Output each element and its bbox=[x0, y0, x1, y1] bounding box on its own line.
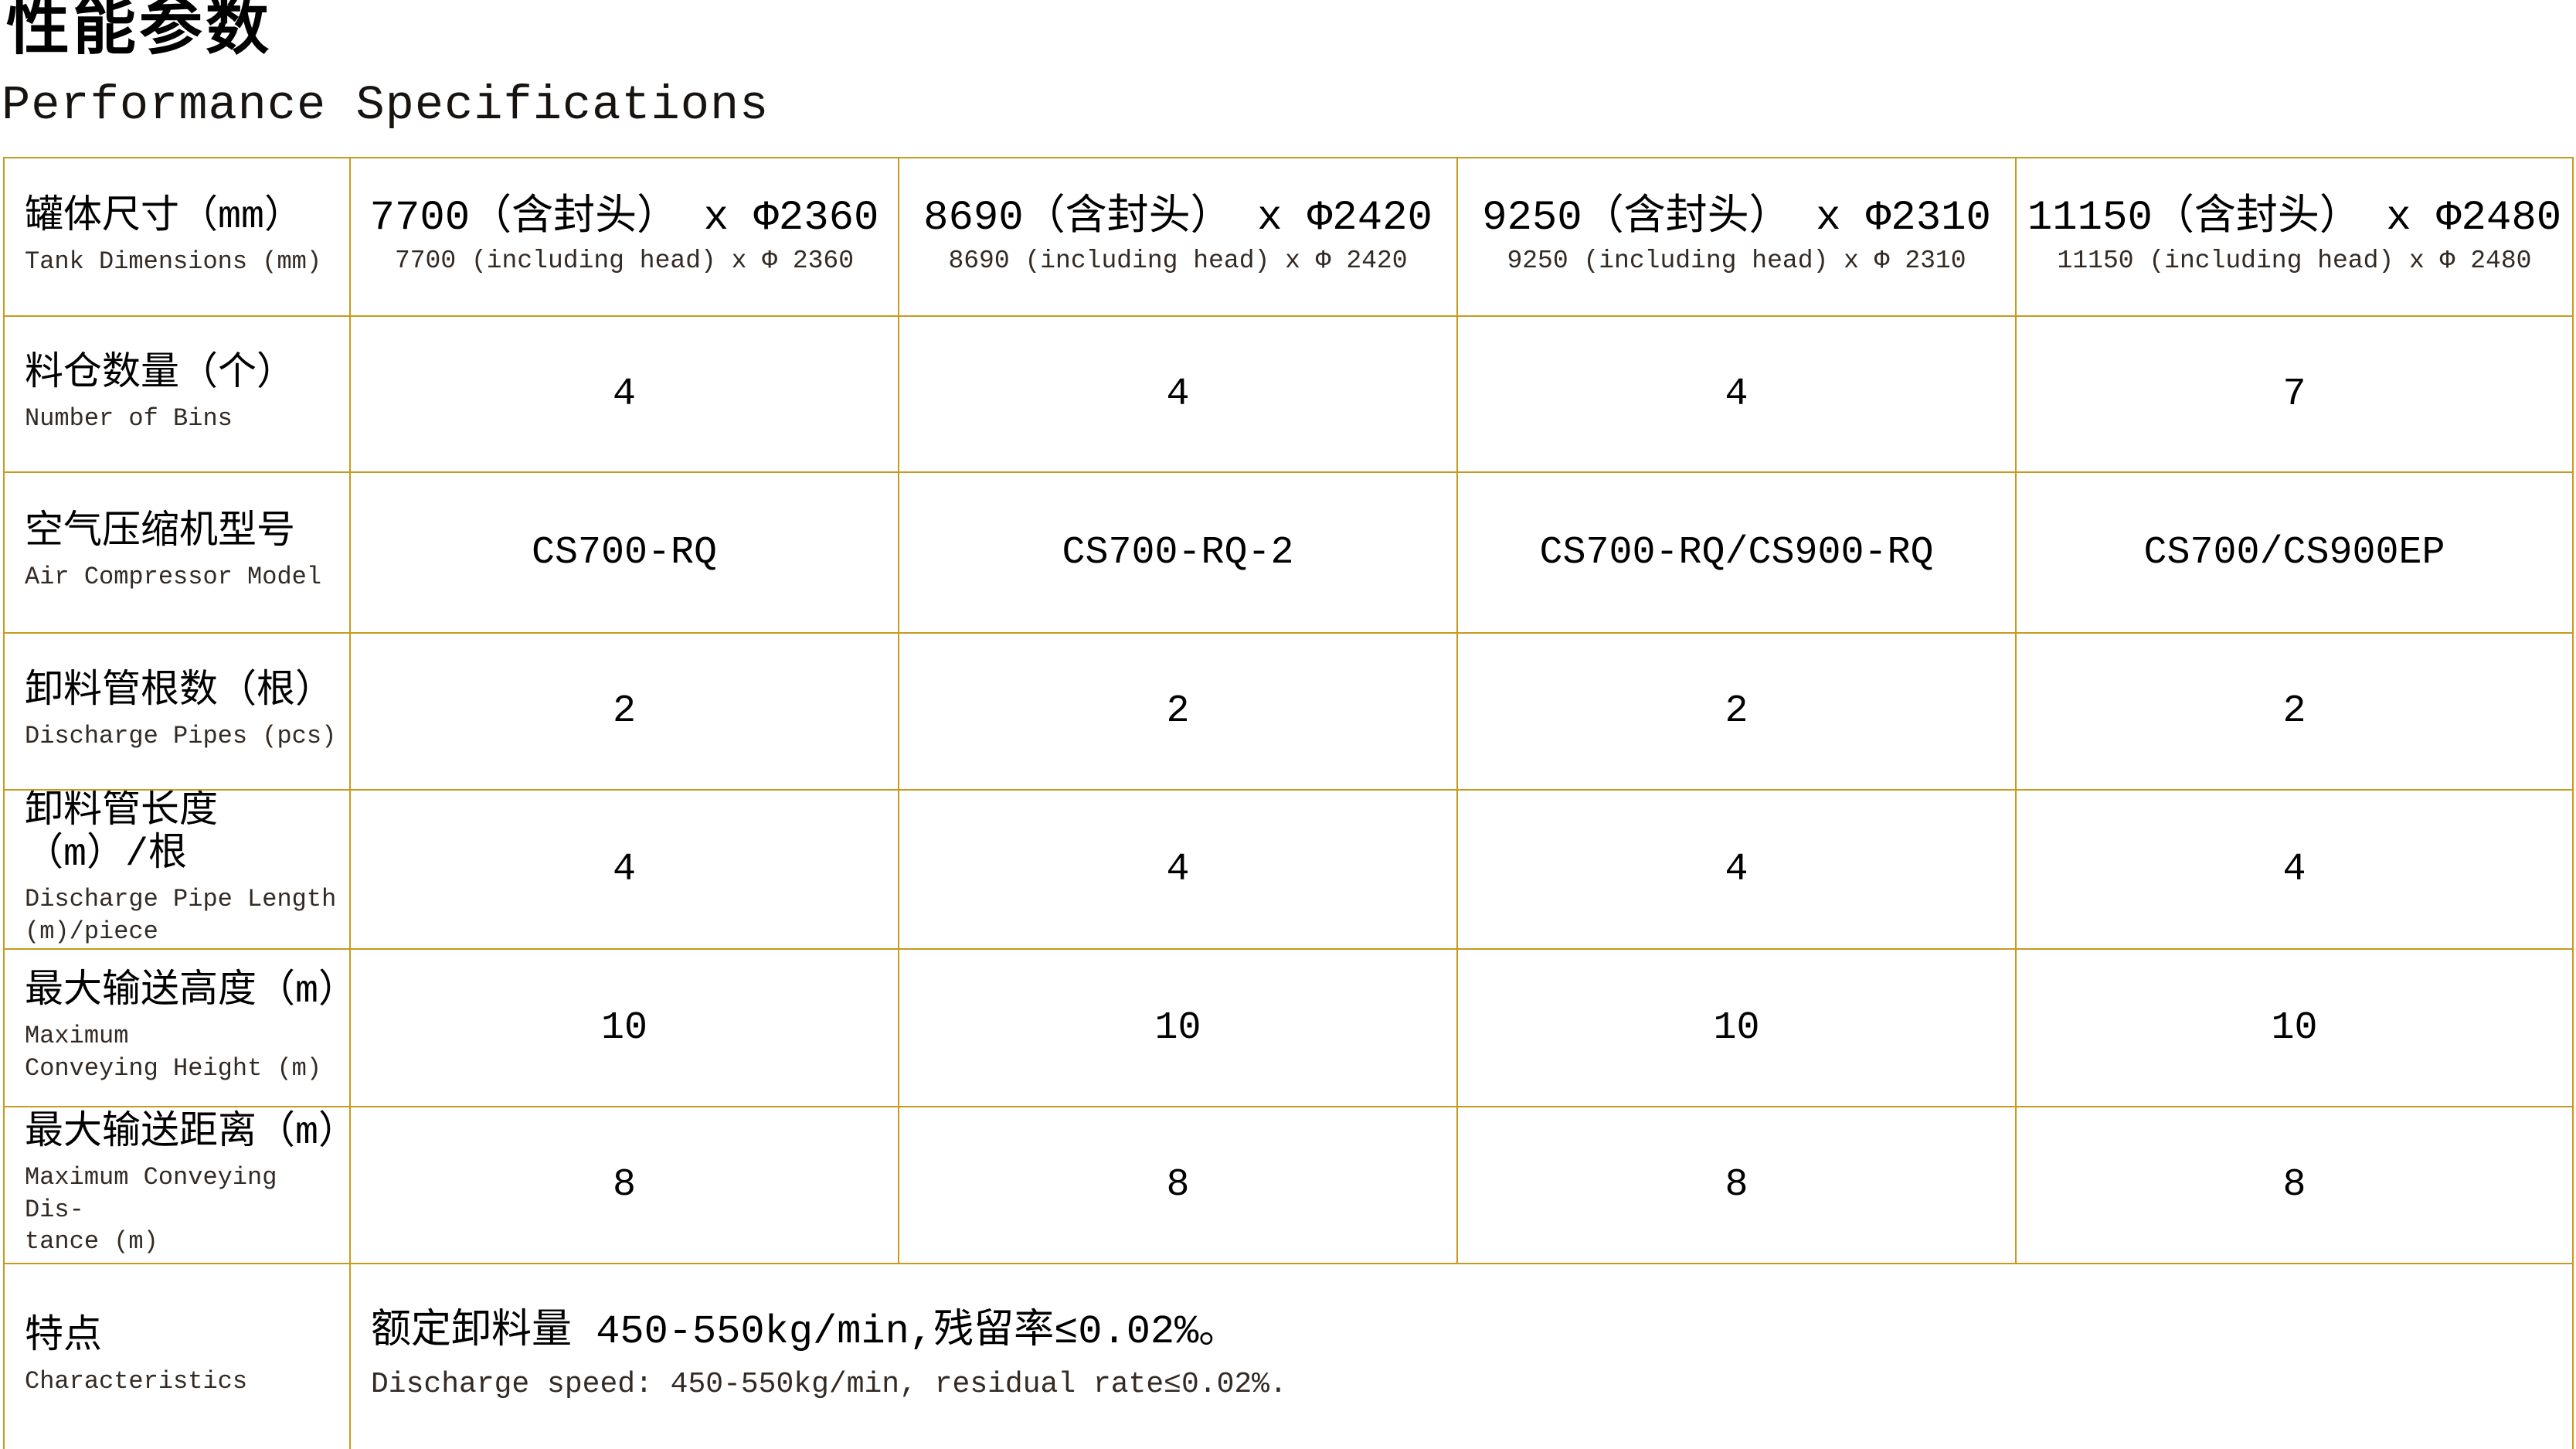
cell-cn-text: 8690（含封头） x Φ2420 bbox=[923, 195, 1432, 243]
label-en-text: Characteristics bbox=[25, 1366, 248, 1396]
label-en-text: Discharge Pipe Length (m)/piece bbox=[25, 885, 337, 946]
tank-dimensions-model-1: 7700（含封头） x Φ2360 7700 (including head) … bbox=[351, 158, 899, 317]
pipe-length-model-2: 4 bbox=[899, 791, 1458, 950]
cell-value: 8 bbox=[1725, 1163, 1748, 1207]
cell-value: 10 bbox=[1154, 1005, 1201, 1050]
cell-value: 4 bbox=[2282, 847, 2306, 892]
conveying-distance-model-3: 8 bbox=[1458, 1107, 2017, 1264]
conveying-height-model-4: 10 bbox=[2017, 950, 2572, 1107]
conveying-distance-model-2: 8 bbox=[899, 1107, 1458, 1264]
compressor-model-2: CS700-RQ-2 bbox=[899, 473, 1458, 634]
cell-value: CS700-RQ-2 bbox=[1062, 530, 1294, 575]
cell-cn-text: 11150（含封头） x Φ2480 bbox=[2027, 195, 2562, 243]
cell-value: 2 bbox=[1725, 689, 1748, 733]
label-cn-text: 空气压缩机型号 bbox=[25, 511, 295, 556]
cell-value: 8 bbox=[2282, 1163, 2306, 1207]
cell-value: 4 bbox=[1166, 372, 1190, 417]
label-en-text: Air Compressor Model bbox=[25, 563, 322, 592]
row-label-max-conveying-height: 最大输送高度（m） Maximum Conveying Height (m) bbox=[5, 950, 351, 1107]
pipe-length-model-3: 4 bbox=[1458, 791, 2017, 950]
cell-value: 4 bbox=[1166, 847, 1190, 892]
row-label-max-conveying-distance: 最大输送距离（m） Maximum Conveying Dis- tance (… bbox=[5, 1107, 351, 1264]
cell-value: 10 bbox=[600, 1005, 647, 1050]
label-en-text: Discharge Pipes (pcs) bbox=[25, 721, 337, 750]
row-label-number-of-bins: 料仓数量（个） Number of Bins bbox=[5, 317, 351, 473]
cell-value: 8 bbox=[612, 1163, 636, 1207]
cell-en-text: 11150 (including head) x Φ 2480 bbox=[2057, 246, 2532, 275]
pipes-model-1: 2 bbox=[351, 634, 899, 791]
cell-value: CS700-RQ bbox=[531, 530, 718, 575]
label-cn-text: 料仓数量（个） bbox=[25, 352, 295, 397]
cell-cn-text: 额定卸料量 450-550kg/min,残留率≤0.02%。 bbox=[371, 1308, 1239, 1355]
conveying-distance-model-4: 8 bbox=[2017, 1107, 2572, 1264]
label-cn-text: 最大输送高度（m） bbox=[25, 970, 351, 1015]
tank-dimensions-model-3: 9250（含封头） x Φ2310 9250 (including head) … bbox=[1458, 158, 2017, 317]
label-cn-text: 卸料管长度（m）/根 bbox=[25, 791, 218, 878]
conveying-height-model-2: 10 bbox=[899, 950, 1458, 1107]
cell-cn-text: 9250（含封头） x Φ2310 bbox=[1482, 195, 1991, 243]
bins-model-1: 4 bbox=[351, 317, 899, 473]
label-en-text: Maximum Conveying Height (m) bbox=[25, 1022, 322, 1083]
compressor-model-1: CS700-RQ bbox=[351, 473, 899, 634]
cell-value: 2 bbox=[612, 689, 636, 733]
conveying-height-model-3: 10 bbox=[1458, 950, 2017, 1107]
cell-en-text: 8690 (including head) x Φ 2420 bbox=[948, 246, 1408, 275]
cell-value: 10 bbox=[1713, 1005, 1760, 1050]
tank-dimensions-model-2: 8690（含封头） x Φ2420 8690 (including head) … bbox=[899, 158, 1458, 317]
compressor-model-4: CS700/CS900EP bbox=[2017, 473, 2572, 634]
page-title-en: Performance Specifications bbox=[2, 78, 770, 133]
cell-value: 4 bbox=[1725, 372, 1748, 417]
label-cn-text: 卸料管根数（根） bbox=[25, 669, 334, 714]
label-en-text: Number of Bins bbox=[25, 404, 233, 434]
cell-value: 4 bbox=[1725, 847, 1748, 892]
label-cn-text: 罐体尺寸（mm） bbox=[25, 195, 304, 240]
pipes-model-4: 2 bbox=[2017, 634, 2572, 791]
cell-value: 8 bbox=[1166, 1163, 1190, 1207]
page-title-cn: 性能参数 bbox=[6, 0, 273, 67]
cell-cn-text: 7700（含封头） x Φ2360 bbox=[369, 195, 879, 243]
pipe-length-model-1: 4 bbox=[351, 791, 899, 950]
conveying-distance-model-1: 8 bbox=[351, 1107, 899, 1264]
cell-en-text: Discharge speed: 450-550kg/min, residual… bbox=[371, 1367, 1287, 1401]
cell-value: 2 bbox=[1166, 689, 1190, 733]
pipe-length-model-4: 4 bbox=[2017, 791, 2572, 950]
cell-value: 4 bbox=[612, 847, 636, 892]
row-label-characteristics: 特点 Characteristics bbox=[5, 1264, 351, 1449]
pipes-model-2: 2 bbox=[899, 634, 1458, 791]
compressor-model-3: CS700-RQ/CS900-RQ bbox=[1458, 473, 2017, 634]
row-label-air-compressor-model: 空气压缩机型号 Air Compressor Model bbox=[5, 473, 351, 634]
characteristics-value-cell: 额定卸料量 450-550kg/min,残留率≤0.02%。 Discharge… bbox=[351, 1264, 2572, 1449]
cell-value: CS700/CS900EP bbox=[2143, 530, 2445, 575]
row-label-discharge-pipes: 卸料管根数（根） Discharge Pipes (pcs) bbox=[5, 634, 351, 791]
tank-dimensions-model-4: 11150（含封头） x Φ2480 11150 (including head… bbox=[2017, 158, 2572, 317]
label-en-text: Tank Dimensions (mm) bbox=[25, 247, 322, 276]
label-cn-text: 特点 bbox=[25, 1315, 102, 1359]
label-cn-text: 最大输送距离（m） bbox=[25, 1111, 351, 1156]
cell-en-text: 9250 (including head) x Φ 2310 bbox=[1507, 246, 1966, 275]
bins-model-4: 7 bbox=[2017, 317, 2572, 473]
cell-value: 7 bbox=[2282, 372, 2306, 417]
bins-model-3: 4 bbox=[1458, 317, 2017, 473]
row-label-tank-dimensions: 罐体尺寸（mm） Tank Dimensions (mm) bbox=[5, 158, 351, 317]
cell-value: CS700-RQ/CS900-RQ bbox=[1539, 530, 1934, 575]
performance-spec-table: 罐体尺寸（mm） Tank Dimensions (mm) 7700（含封头） … bbox=[3, 157, 2574, 1449]
cell-value: 10 bbox=[2271, 1005, 2318, 1050]
cell-en-text: 7700 (including head) x Φ 2360 bbox=[394, 246, 855, 275]
conveying-height-model-1: 10 bbox=[351, 950, 899, 1107]
row-label-discharge-pipe-length: 卸料管长度（m）/根 Discharge Pipe Length (m)/pie… bbox=[5, 791, 351, 950]
pipes-model-3: 2 bbox=[1458, 634, 2017, 791]
bins-model-2: 4 bbox=[899, 317, 1458, 473]
label-en-text: Maximum Conveying Dis- tance (m) bbox=[25, 1163, 277, 1257]
cell-value: 2 bbox=[2282, 689, 2306, 733]
cell-value: 4 bbox=[612, 372, 636, 417]
